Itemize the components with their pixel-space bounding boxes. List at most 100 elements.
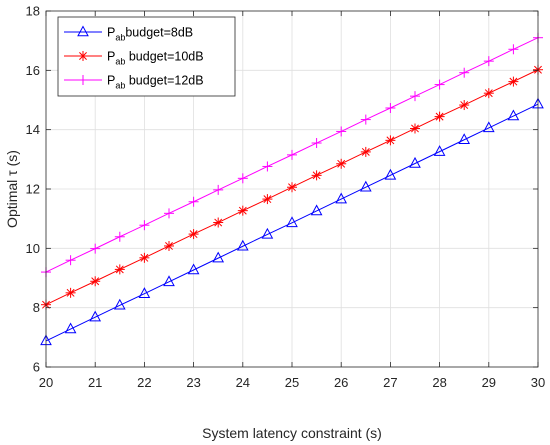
- data-point-series-1: [335, 192, 348, 204]
- x-tick-label: 28: [432, 375, 446, 390]
- marker-stroke: [460, 101, 469, 109]
- data-point-series-3: [311, 138, 322, 149]
- x-tick-label: 30: [531, 375, 545, 390]
- tick-labels: 20 21 22 23 24 25 26 27 28 29 30 6 8 10 12 14 16 18: [26, 4, 546, 391]
- data-point-series-3: [508, 44, 519, 55]
- series-markers: [40, 32, 544, 346]
- marker-stroke: [411, 124, 419, 133]
- data-point-series-1: [433, 145, 446, 156]
- marker-triangle: [359, 180, 372, 192]
- data-point-series-1: [409, 156, 421, 168]
- data-point-series-2: [237, 205, 248, 216]
- y-axis-label: Optimal τ (s): [4, 150, 20, 228]
- marker-triangle: [384, 168, 397, 180]
- data-point-series-1: [310, 204, 323, 216]
- data-point-series-1: [113, 298, 126, 310]
- data-point-series-2: [262, 194, 273, 205]
- x-tick-label: 27: [383, 375, 397, 390]
- marker-stroke: [66, 288, 75, 297]
- marker-stroke: [79, 52, 87, 60]
- marker-triangle: [236, 239, 249, 251]
- marker-triangle: [458, 133, 471, 145]
- data-point-series-3: [114, 231, 125, 242]
- data-point-series-2: [410, 123, 420, 134]
- y-tick-label: 8: [33, 300, 40, 315]
- marker-triangle: [89, 310, 102, 322]
- marker-triangle: [409, 156, 421, 168]
- x-tick-label: 20: [39, 375, 53, 390]
- data-point-series-3: [360, 114, 371, 125]
- marker-triangle: [113, 298, 126, 310]
- marker-triangle: [212, 251, 225, 263]
- data-point-series-2: [434, 111, 445, 122]
- data-point-series-2: [360, 146, 371, 157]
- marker-stroke: [238, 206, 247, 215]
- data-point-series-1: [507, 109, 520, 121]
- data-point-series-3: [164, 208, 174, 219]
- legend-marker-1: [77, 25, 89, 37]
- data-point-series-3: [434, 79, 445, 90]
- data-point-series-3: [237, 173, 248, 184]
- legend: Pabbudget=8dB Pab budget=10dB Pab budget=1…: [57, 16, 236, 97]
- data-point-series-2: [65, 287, 76, 298]
- data-point-series-3: [459, 67, 470, 78]
- ticks: [45, 10, 539, 368]
- data-point-series-1: [138, 287, 151, 298]
- marker-stroke: [312, 171, 321, 180]
- marker-stroke: [91, 277, 100, 286]
- data-point-series-3: [385, 103, 396, 114]
- y-tick-label: 12: [26, 182, 40, 197]
- data-point-series-1: [482, 121, 495, 133]
- data-point-series-3: [90, 243, 101, 254]
- data-point-series-3: [336, 126, 347, 137]
- marker-stroke: [189, 230, 198, 239]
- data-point-series-2: [287, 182, 297, 193]
- series-line-1: [45, 103, 539, 342]
- data-point-series-2: [188, 229, 199, 240]
- data-point-series-3: [483, 56, 494, 67]
- data-point-series-1: [236, 239, 249, 251]
- marker-triangle: [310, 204, 323, 216]
- legend-label-2: Pab budget=10dB: [107, 50, 204, 67]
- data-point-series-2: [508, 76, 519, 87]
- data-point-series-3: [262, 161, 273, 172]
- marker-triangle: [507, 109, 520, 121]
- marker-stroke: [214, 218, 223, 227]
- data-point-series-3: [213, 184, 224, 195]
- data-point-series-1: [163, 275, 175, 287]
- data-point-series-2: [385, 135, 396, 146]
- marker-triangle: [64, 322, 77, 334]
- data-point-series-3: [410, 91, 420, 102]
- legend-marker-2: [78, 51, 88, 61]
- x-tick-label: 26: [334, 375, 348, 390]
- legend-marker-3: [78, 75, 88, 85]
- data-point-series-1: [89, 310, 102, 322]
- legend-label-3: Pab budget=12dB: [107, 74, 204, 91]
- data-point-series-2: [114, 264, 125, 275]
- marker-triangle: [138, 287, 151, 298]
- marker-triangle: [482, 121, 495, 133]
- data-point-series-3: [188, 196, 199, 207]
- data-point-series-2: [213, 217, 224, 228]
- marker-stroke: [337, 159, 346, 168]
- marker-triangle: [163, 275, 175, 287]
- data-point-series-1: [286, 216, 298, 228]
- x-tick-label: 22: [137, 375, 151, 390]
- marker-stroke: [435, 112, 444, 121]
- x-axis-label: System latency constraint (s): [202, 425, 382, 441]
- marker-triangle: [77, 25, 89, 37]
- marker-stroke: [509, 77, 518, 86]
- marker-stroke: [484, 89, 493, 98]
- y-tick-label: 16: [26, 63, 40, 78]
- data-point-series-1: [212, 251, 225, 263]
- data-point-series-1: [261, 227, 274, 239]
- marker-triangle: [261, 227, 274, 239]
- x-tick-label: 25: [285, 375, 299, 390]
- data-point-series-1: [64, 322, 77, 334]
- marker-triangle: [433, 145, 446, 156]
- data-point-series-2: [483, 88, 494, 99]
- y-tick-label: 14: [26, 122, 40, 137]
- data-point-series-1: [458, 133, 471, 145]
- data-point-series-1: [384, 168, 397, 180]
